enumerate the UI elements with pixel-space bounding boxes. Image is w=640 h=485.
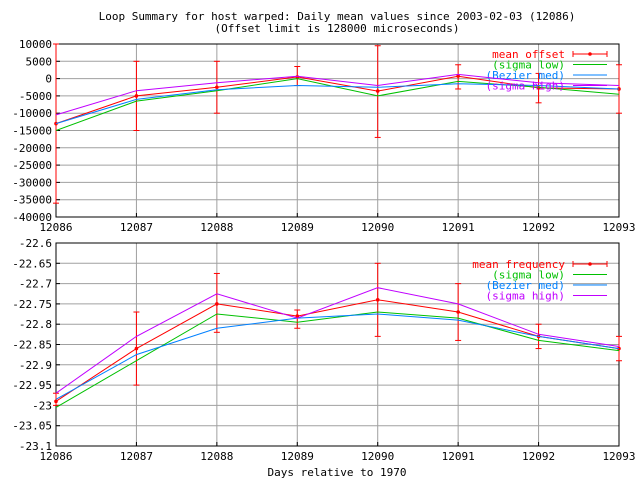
plot-2-sigma-high-line: [55, 287, 620, 394]
plot-2-x-tick-label: 12086: [39, 450, 72, 463]
plot-2-y-tick-label: -22.95: [12, 379, 52, 392]
x-axis-label: Days relative to 1970: [267, 466, 406, 479]
plot-1-y-tick-label: -30000: [12, 176, 52, 189]
plot-1-x-tick-label: 12090: [361, 221, 394, 234]
plot-2-legend-label: (sigma high): [486, 290, 565, 303]
plot-1-legend-label: (sigma low): [492, 59, 565, 72]
plot-1-mean-offset-point: [215, 85, 219, 90]
plot-2-x-tick-label: 12093: [602, 450, 635, 463]
plot-1-y-tick-label: -5000: [19, 90, 52, 103]
chart-subtitle: (Offset limit is 128000 microseconds): [214, 22, 459, 35]
plot-1-y-tick-label: -25000: [12, 159, 52, 172]
plot-1-legend-swatch-point: [588, 52, 592, 56]
plot-2-sigma-low-line: [55, 311, 620, 408]
plot-1-y-tick-label: -20000: [12, 142, 52, 155]
plot-2-legend-label: (sigma low): [492, 269, 565, 282]
chart-title: Loop Summary for host warped: Daily mean…: [99, 10, 576, 23]
plot-1-sigma-low-line: [55, 78, 620, 131]
plot-2-legend-label: (Bezier med): [486, 279, 565, 292]
plot-2-x-tick-label: 12088: [200, 450, 233, 463]
plot-1-y-tick-label: 5000: [26, 55, 53, 68]
plot-2-y-tick-label: -23: [32, 399, 52, 412]
plot-1-x-tick-label: 12086: [39, 221, 72, 234]
plot-2-x-tick-label: 12090: [361, 450, 394, 463]
plot-2-x-tick-label: 12092: [522, 450, 555, 463]
plot-2-y-tick-label: -22.75: [12, 298, 52, 311]
plot-2-y-tick-label: -22.85: [12, 339, 52, 352]
plot-1-mean-offset-point: [375, 89, 380, 93]
plot-1-y-tick-label: -15000: [12, 125, 52, 138]
plot-2-mean-frequency-point: [295, 314, 300, 318]
plot-2-mean-frequency-point: [375, 298, 380, 302]
plot-2-mean-frequency-line: [55, 299, 620, 402]
plot-2-x-tick-label: 12089: [281, 450, 314, 463]
plot-1-x-tick-label: 12088: [200, 221, 233, 234]
plot-2-mean-frequency-point: [54, 399, 58, 404]
plot-1-sigma-high-line: [55, 73, 620, 116]
plot-2-y-tick-label: -22.6: [19, 237, 52, 250]
plot-2-mean-frequency-point: [456, 310, 460, 314]
plot-2-legend-label: mean frequency: [472, 258, 565, 271]
plot-1-y-tick-label: -10000: [12, 107, 52, 120]
plot-1-y-tick-label: -35000: [12, 194, 52, 207]
plot-1-legend-label: mean offset: [492, 48, 565, 61]
plot-2-x-tick-label: 12091: [442, 450, 475, 463]
plot-2-bezier-med-line: [55, 313, 620, 400]
plot-1-y-tick-label: -40000: [12, 211, 52, 224]
plot-1-x-tick-label: 12089: [281, 221, 314, 234]
plot-1-x-tick-label: 12091: [442, 221, 475, 234]
plot-1-bezier-med-line: [55, 83, 620, 125]
plot-1-mean-offset-point: [456, 74, 460, 78]
plot-1-y-tick-label: 10000: [19, 38, 52, 51]
plot-1-x-tick-label: 12087: [120, 221, 153, 234]
plot-2-y-tick-label: -23.05: [12, 420, 52, 433]
plot-1-x-tick-label: 12093: [602, 221, 635, 234]
plot-2-mean-frequency-point: [134, 346, 139, 351]
plot-2-y-tick-label: -22.8: [19, 318, 52, 331]
plot-1-mean-offset-point: [134, 94, 139, 98]
plot-2-y-tick-label: -22.65: [12, 257, 52, 270]
plot-2-y-tick-label: -22.9: [19, 359, 52, 372]
plot-2-y-tick-label: -22.7: [19, 278, 52, 291]
plot-2-x-tick-label: 12087: [120, 450, 153, 463]
plot-1-x-tick-label: 12092: [522, 221, 555, 234]
plot-1-legend-label: (sigma high): [486, 80, 565, 93]
plot-1-y-tick-label: 0: [45, 73, 52, 86]
plot-2-y-tick-label: -23.1: [19, 440, 52, 453]
plot-1-legend-label: (Bezier med): [486, 69, 565, 82]
plot-2-legend-swatch-point: [588, 262, 592, 266]
plot-2-mean-frequency-point: [215, 302, 219, 306]
